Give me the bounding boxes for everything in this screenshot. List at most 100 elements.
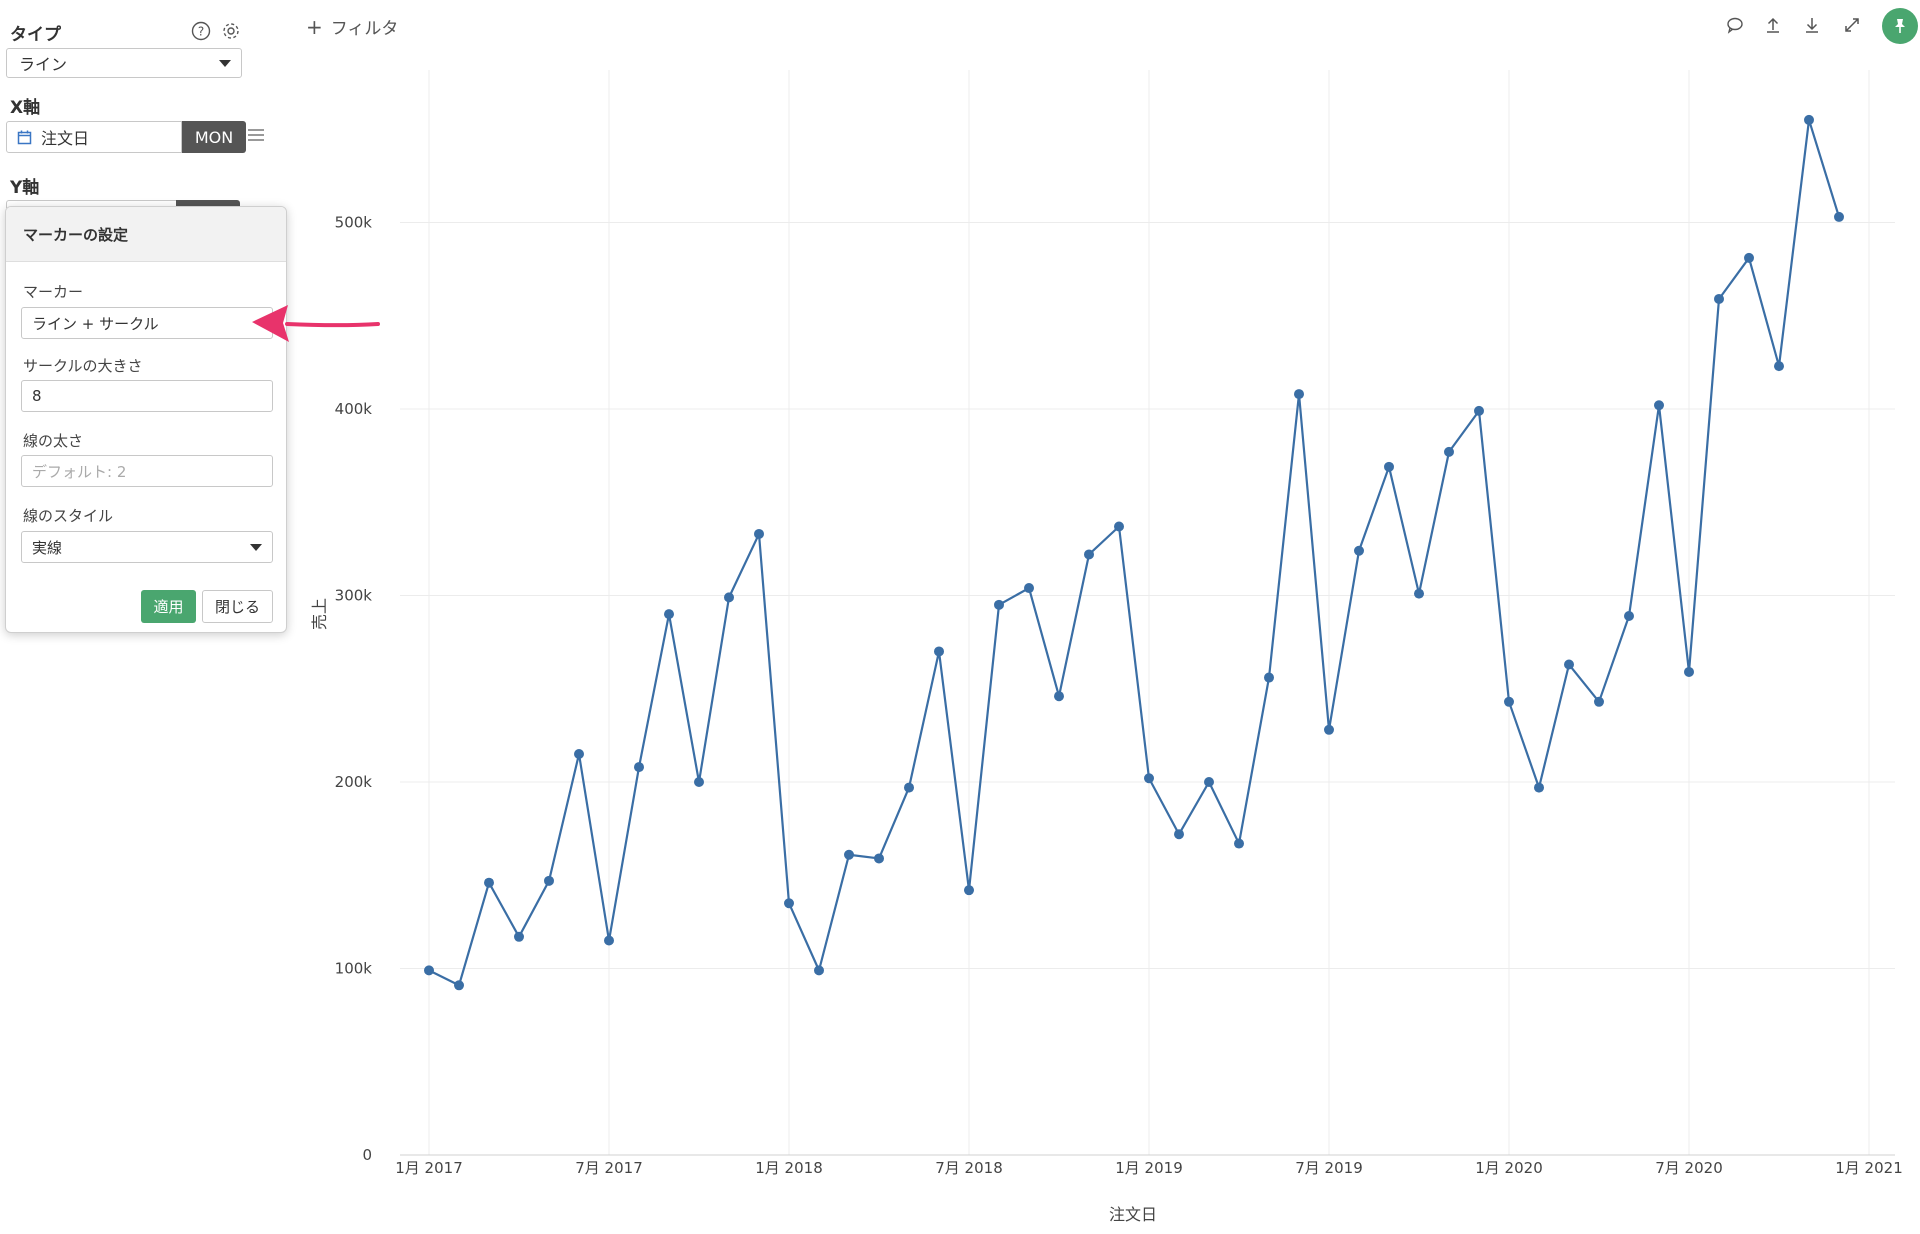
menu-icon[interactable] bbox=[248, 129, 264, 144]
data-point bbox=[1264, 672, 1274, 683]
marker-settings-popover: マーカーの設定 マーカー ライン + サークル サークルの大きさ 8 線の太さ … bbox=[5, 206, 287, 633]
y-tick-label: 300k bbox=[335, 587, 373, 605]
y-tick-label: 400k bbox=[335, 400, 373, 418]
chart-type-value: ライン bbox=[19, 55, 68, 74]
data-point bbox=[424, 965, 434, 976]
data-point bbox=[604, 935, 614, 946]
data-point bbox=[664, 609, 674, 620]
gear-icon[interactable] bbox=[220, 20, 242, 42]
data-point bbox=[1324, 724, 1334, 735]
svg-text:?: ? bbox=[198, 25, 204, 39]
data-point bbox=[1714, 293, 1724, 304]
pin-button[interactable] bbox=[1882, 8, 1918, 44]
expand-icon[interactable] bbox=[1841, 14, 1863, 36]
x-tick-label: 1月 2017 bbox=[395, 1159, 463, 1177]
data-point bbox=[1774, 361, 1784, 372]
x-field-name[interactable]: 注文日 bbox=[6, 121, 182, 153]
y-axis-label: Y軸 bbox=[10, 178, 40, 198]
plus-icon: + bbox=[306, 14, 323, 39]
x-tick-label: 7月 2018 bbox=[935, 1159, 1003, 1177]
data-point bbox=[964, 885, 974, 896]
y-field-tag-partial bbox=[176, 200, 240, 208]
close-button[interactable]: 閉じる bbox=[202, 590, 273, 623]
x-tick-label: 7月 2017 bbox=[575, 1159, 643, 1177]
calendar-icon bbox=[17, 130, 32, 145]
data-point bbox=[1414, 588, 1424, 599]
line-style-label: 線のスタイル bbox=[23, 507, 114, 525]
data-point bbox=[1744, 252, 1754, 263]
data-point bbox=[874, 853, 884, 864]
data-point bbox=[1204, 777, 1214, 787]
data-point bbox=[484, 877, 494, 888]
x-tick-label: 7月 2019 bbox=[1295, 1159, 1363, 1177]
data-point bbox=[1684, 666, 1694, 677]
x-tick-label: 1月 2020 bbox=[1475, 1159, 1543, 1177]
data-point bbox=[1084, 549, 1094, 560]
settings-sidebar: タイプ ? ライン X軸 注文日 MON Y軸 bbox=[0, 0, 290, 1234]
data-point bbox=[1504, 696, 1514, 707]
data-point bbox=[1024, 583, 1034, 594]
data-point bbox=[1474, 405, 1484, 416]
x-tick-label: 1月 2021 bbox=[1835, 1159, 1903, 1177]
x-axis-label: X軸 bbox=[10, 98, 41, 118]
x-axis-title: 注文日 bbox=[1109, 1205, 1157, 1224]
data-point bbox=[784, 898, 794, 909]
data-point bbox=[1624, 611, 1634, 622]
data-point bbox=[1564, 659, 1574, 670]
x-field-granularity-button[interactable]: MON bbox=[182, 121, 246, 153]
data-point bbox=[1114, 521, 1124, 532]
marker-select[interactable]: ライン + サークル bbox=[21, 307, 273, 339]
circle-size-input[interactable]: 8 bbox=[21, 380, 273, 412]
data-point bbox=[1294, 389, 1304, 400]
data-point bbox=[1234, 838, 1244, 849]
x-axis-field[interactable]: 注文日 MON bbox=[6, 121, 246, 153]
comment-icon[interactable] bbox=[1724, 14, 1746, 36]
data-point bbox=[1384, 461, 1394, 472]
line-style-value: 実線 bbox=[32, 538, 63, 557]
data-point bbox=[1834, 211, 1844, 222]
y-tick-label: 500k bbox=[335, 214, 373, 232]
y-tick-label: 200k bbox=[335, 773, 373, 791]
data-point bbox=[574, 749, 584, 760]
data-point bbox=[904, 782, 914, 793]
popover-title: マーカーの設定 bbox=[6, 207, 286, 262]
x-tick-label: 7月 2020 bbox=[1655, 1159, 1723, 1177]
chart-type-select[interactable]: ライン bbox=[6, 48, 242, 78]
data-point bbox=[634, 762, 644, 773]
pin-icon bbox=[1895, 19, 1905, 33]
line-style-select[interactable]: 実線 bbox=[21, 531, 273, 563]
download-icon[interactable] bbox=[1801, 14, 1823, 36]
apply-button[interactable]: 適用 bbox=[141, 590, 196, 623]
data-point bbox=[514, 931, 524, 942]
data-point bbox=[1534, 782, 1544, 793]
type-label: タイプ bbox=[10, 25, 61, 45]
add-filter-button[interactable]: + フィルタ bbox=[306, 14, 399, 40]
upload-icon[interactable] bbox=[1762, 14, 1784, 36]
data-point bbox=[1444, 446, 1454, 457]
y-tick-label: 100k bbox=[335, 960, 373, 978]
annotation-arrow bbox=[252, 305, 380, 342]
circle-size-label: サークルの大きさ bbox=[23, 357, 143, 375]
chevron-down-icon bbox=[219, 60, 231, 67]
help-icon[interactable]: ? bbox=[190, 20, 212, 42]
line-width-label: 線の太さ bbox=[23, 432, 84, 450]
data-point bbox=[454, 980, 464, 991]
series-line bbox=[428, 118, 1841, 987]
data-point bbox=[1654, 400, 1664, 411]
line-width-input[interactable]: デフォルト: 2 bbox=[21, 455, 273, 487]
data-point bbox=[994, 599, 1004, 610]
data-point bbox=[694, 777, 704, 787]
filter-label: フィルタ bbox=[330, 19, 399, 39]
x-field-label: 注文日 bbox=[41, 129, 90, 148]
data-point bbox=[754, 528, 764, 539]
data-point bbox=[844, 849, 854, 860]
data-point bbox=[724, 592, 734, 603]
data-point bbox=[1054, 691, 1064, 702]
data-point bbox=[1174, 829, 1184, 840]
x-tick-label: 1月 2018 bbox=[755, 1159, 823, 1177]
data-point bbox=[934, 646, 944, 657]
data-point bbox=[1594, 696, 1604, 707]
data-point bbox=[1804, 114, 1814, 125]
marker-label: マーカー bbox=[23, 283, 84, 301]
